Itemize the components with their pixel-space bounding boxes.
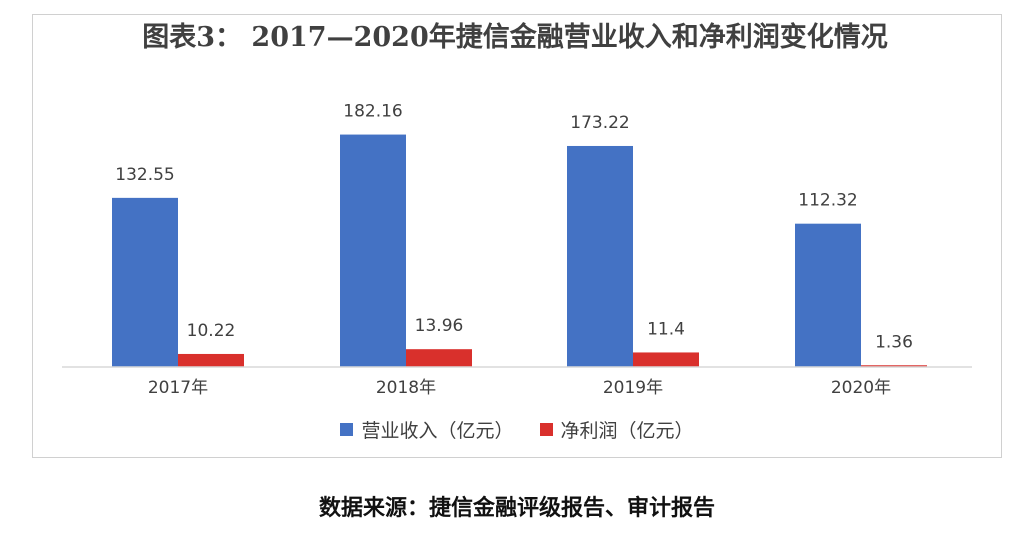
data-label-revenue-2: 173.22 <box>570 113 629 133</box>
data-label-profit-1: 13.96 <box>415 316 464 336</box>
x-tick-label: 2017年 <box>148 378 208 398</box>
legend-item-revenue: 营业收入（亿元） <box>340 416 514 443</box>
bar-revenue-2 <box>567 145 633 367</box>
bar-profit-3 <box>861 365 927 367</box>
bar-revenue-0 <box>112 197 178 367</box>
x-tick-label: 2018年 <box>376 378 436 398</box>
data-source-note: 数据来源：捷信金融评级报告、审计报告 <box>318 495 715 521</box>
bar-profit-1 <box>406 349 472 367</box>
data-label-revenue-3: 112.32 <box>798 191 857 211</box>
bar-revenue-1 <box>340 134 406 367</box>
bar-profit-0 <box>178 353 244 367</box>
x-tick-label: 2020年 <box>831 378 891 398</box>
chart-legend: 营业收入（亿元） 净利润（亿元） <box>0 416 1034 443</box>
legend-swatch <box>340 423 354 436</box>
legend-label: 营业收入（亿元） <box>361 420 514 442</box>
legend-label: 净利润（亿元） <box>560 420 694 442</box>
data-label-revenue-0: 132.55 <box>115 165 174 185</box>
x-tick-label: 2019年 <box>603 378 663 398</box>
data-label-profit-2: 11.4 <box>647 319 685 339</box>
data-label-profit-3: 1.36 <box>875 332 913 352</box>
chart-title: 图表3： 2017—2020年捷信金融营业收入和净利润变化情况 <box>142 22 888 53</box>
legend-item-profit: 净利润（亿元） <box>539 416 694 443</box>
legend-swatch <box>539 423 553 436</box>
data-label-revenue-1: 182.16 <box>343 102 402 122</box>
bar-revenue-3 <box>795 223 861 367</box>
data-label-profit-0: 10.22 <box>187 321 236 341</box>
bar-profit-2 <box>633 352 699 367</box>
